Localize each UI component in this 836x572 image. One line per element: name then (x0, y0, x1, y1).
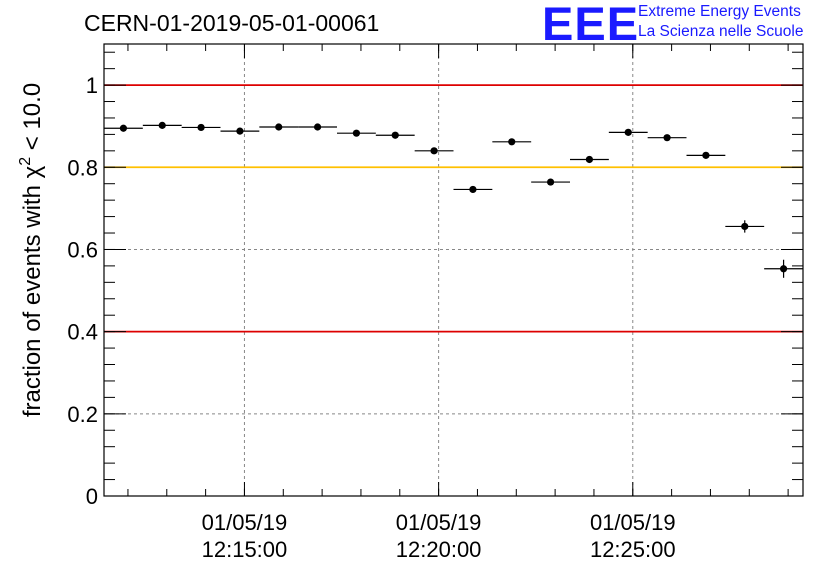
data-point (531, 178, 570, 186)
data-point (686, 151, 726, 159)
point-marker (663, 134, 671, 142)
point-marker (469, 185, 477, 194)
point-marker (197, 123, 205, 132)
x-tick-labels: 01/05/1912:15:0001/05/1912:20:0001/05/19… (202, 510, 676, 562)
data-point (414, 147, 454, 155)
point-marker (313, 123, 322, 131)
y-tick-label: 1 (86, 73, 98, 98)
point-marker (702, 151, 710, 159)
logo-tagline-2: La Scienza nelle Scuole (638, 23, 804, 40)
point-marker (741, 222, 749, 231)
x-tick-time: 12:15:00 (202, 537, 288, 562)
point-marker (585, 155, 594, 164)
data-point (298, 123, 337, 131)
point-marker (236, 127, 244, 135)
data-point (375, 131, 415, 139)
y-axis-title: fraction of events with χ2 < 10.0 (17, 83, 46, 417)
data-points (104, 121, 803, 278)
point-marker (546, 178, 555, 186)
data-point (453, 185, 493, 194)
x-tick-time: 12:25:00 (590, 537, 676, 562)
logo-tagline-1: Extreme Energy Events (638, 3, 801, 20)
point-marker (275, 123, 283, 131)
data-point (259, 123, 299, 131)
point-marker (779, 265, 788, 273)
reference-lines (104, 84, 803, 333)
y-tick-label: 0 (86, 484, 98, 509)
axis-ticks (104, 44, 803, 497)
data-point (725, 220, 765, 233)
y-tick-label: 0.4 (67, 320, 98, 345)
point-marker (508, 138, 516, 146)
point-marker (119, 124, 128, 132)
x-tick-time: 12:20:00 (396, 537, 482, 562)
point-marker (158, 121, 166, 129)
x-tick-date: 01/05/19 (396, 510, 482, 535)
data-point (220, 127, 260, 135)
data-point (181, 123, 221, 132)
data-point (104, 124, 143, 132)
data-point (570, 155, 609, 164)
data-point (608, 128, 648, 136)
grid-layer (104, 44, 803, 496)
y-tick-labels: 0 0.2 0.4 0.6 0.8 1 (67, 73, 98, 509)
y-tick-label: 0.8 (67, 155, 98, 180)
chart-title: CERN-01-2019-05-01-00061 (84, 10, 380, 36)
x-tick-date: 01/05/19 (590, 510, 676, 535)
data-point (647, 134, 687, 142)
data-point (142, 121, 182, 129)
point-marker (391, 131, 399, 139)
x-tick-date: 01/05/19 (202, 510, 288, 535)
data-point (764, 259, 803, 278)
point-marker (624, 128, 632, 136)
logo-mark: EEE (542, 0, 640, 50)
y-tick-label: 0.2 (67, 402, 98, 427)
point-marker (352, 129, 361, 137)
point-marker (430, 147, 438, 155)
data-point (337, 129, 376, 137)
plot-frame (103, 43, 804, 497)
data-point (492, 138, 532, 146)
y-tick-label: 0.6 (67, 237, 98, 262)
eee-logo: EEE Extreme Energy Events La Scienza nel… (542, 0, 834, 50)
